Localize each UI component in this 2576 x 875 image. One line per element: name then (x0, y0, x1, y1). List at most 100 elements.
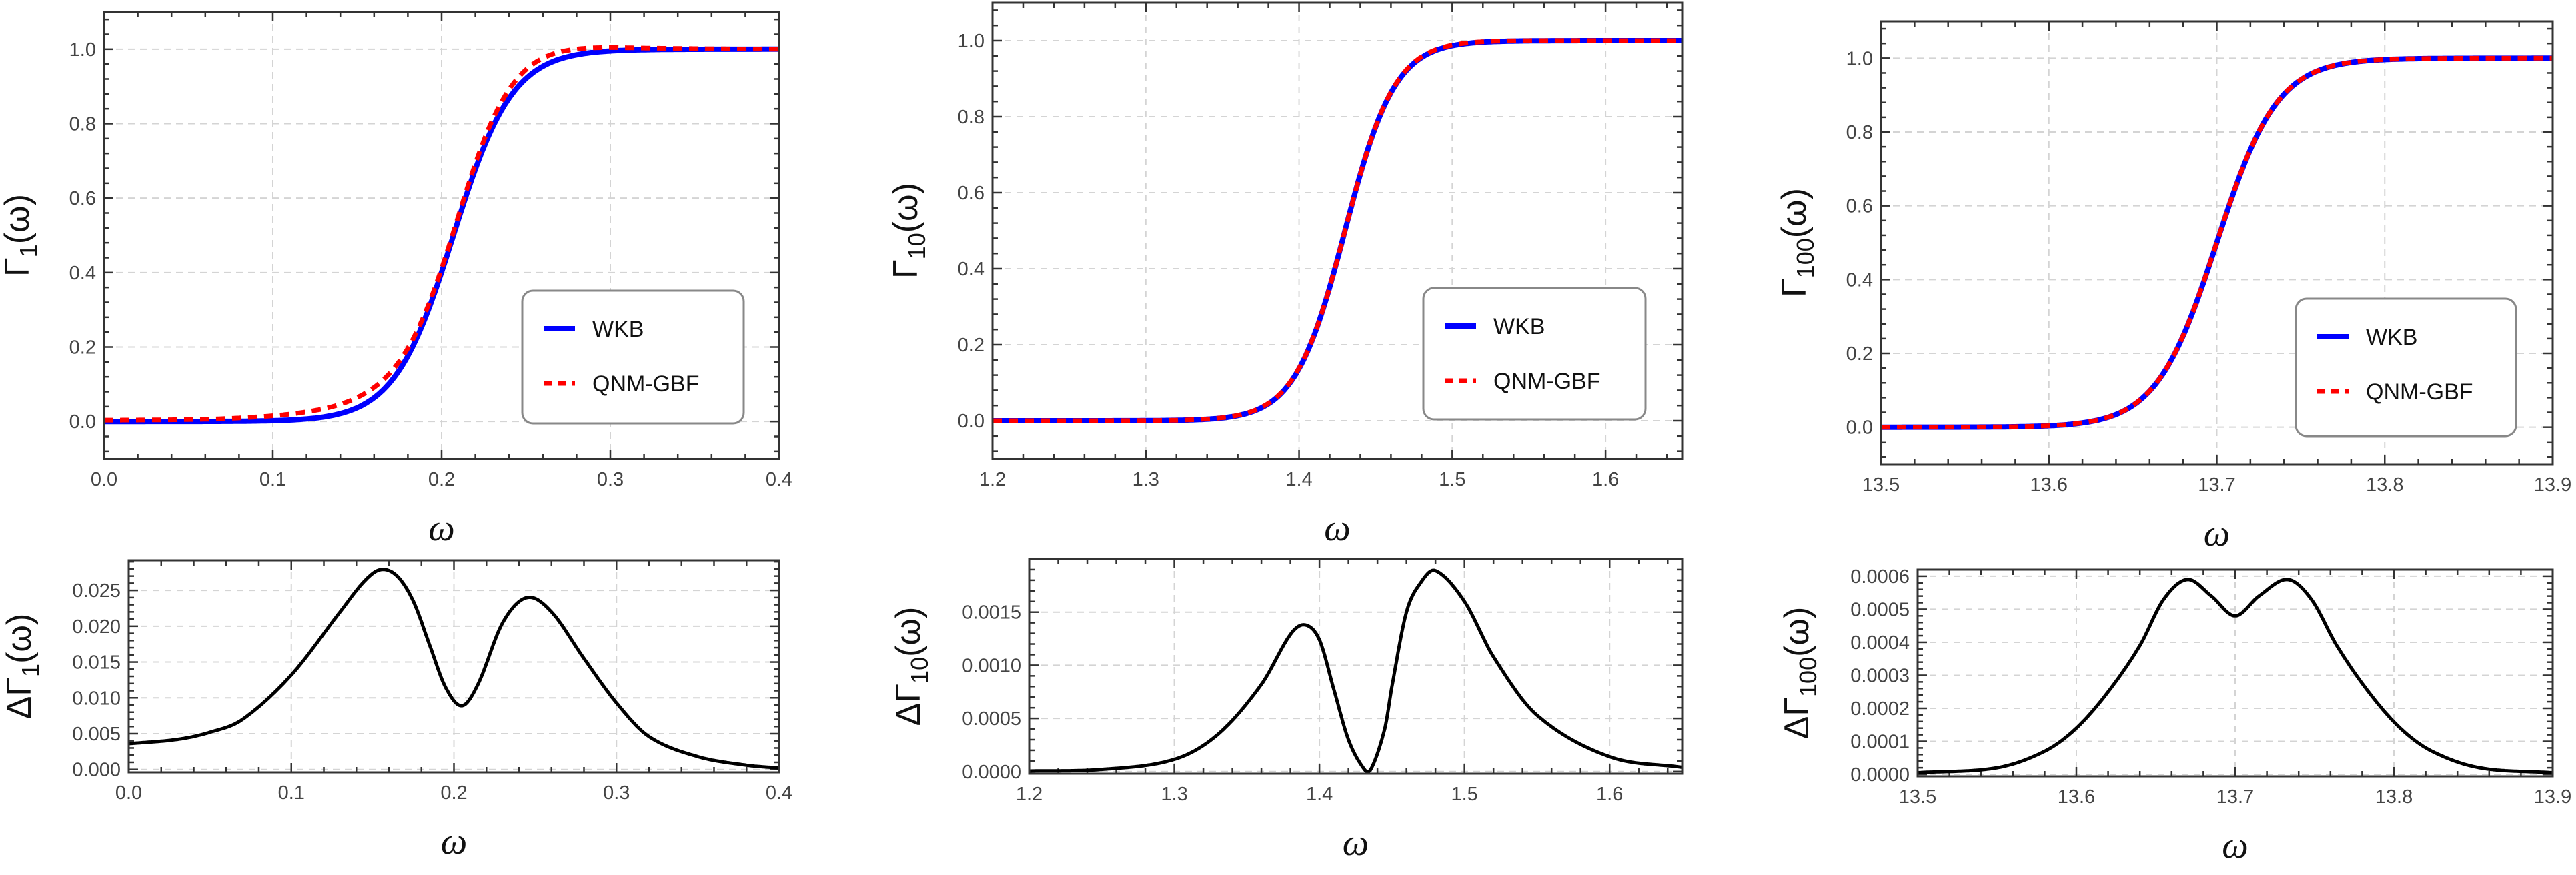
legend-label: WKB (1493, 314, 1545, 339)
y-axis-label: ΔΓ100(ω) (1778, 607, 1822, 740)
plot-frame (1916, 568, 2554, 778)
y-tick-label: 0.2 (958, 335, 985, 356)
y-tick-label: 0.6 (69, 188, 96, 209)
y-label-argument: (ω) (0, 194, 37, 244)
y-label-argument: (ω) (0, 614, 39, 664)
y-tick-label: 0.8 (958, 107, 985, 128)
y-label-argument: (ω) (889, 607, 928, 657)
x-tick-label: 0.3 (597, 469, 624, 490)
y-tick-label: 0.0 (1846, 417, 1873, 439)
x-tick-label: 13.7 (2216, 786, 2254, 808)
x-axis-label: ω (2204, 513, 2230, 554)
y-tick-label: 0.0015 (962, 602, 1021, 624)
y-label-main: Γ (0, 257, 37, 277)
x-tick-label: 1.3 (1161, 784, 1187, 805)
legend: WKB QNM-GBF (2295, 297, 2517, 437)
y-label-argument: (ω) (886, 183, 925, 233)
series-line-qnm-gbf (993, 38, 1682, 423)
panel-gamma-10: 1.2 1.3 1.4 1.5 1.6 0.0 0.2 0.4 0.6 0.8 1.0 ω Γ10(ω)… (886, 1, 1684, 549)
plot-frame (127, 559, 780, 774)
y-label-subscript: 10 (903, 233, 930, 259)
legend-label: QNM-GBF (592, 371, 700, 397)
y-tick-label: 0.0001 (1850, 732, 1910, 753)
panel-gamma-1: 0.0 0.1 0.2 0.3 0.4 0.0 0.2 0.4 0.6 0.8 1.0 ω Γ1(ω) W… (0, 11, 792, 549)
panel-delta-10: 1.2 1.3 1.4 1.5 1.6 0.0000 0.0005 0.0010 0.0015 ω… (889, 558, 1684, 864)
y-tick-label: 0.0004 (1850, 632, 1910, 654)
y-axis-label: Γ1(ω) (0, 194, 42, 277)
legend: WKB QNM-GBF (1422, 287, 1647, 421)
x-tick-label: 13.9 (2534, 474, 2571, 496)
y-tick-label: 0.000 (72, 760, 121, 781)
y-axis-label: ΔΓ1(ω) (0, 614, 44, 720)
x-tick-label: 13.6 (2058, 786, 2095, 808)
x-axis-label: ω (428, 508, 455, 549)
y-label-prefix: Δ (1778, 716, 1816, 740)
y-label-subscript: 1 (15, 244, 42, 257)
y-tick-label: 0.0 (958, 411, 985, 432)
legend-label: QNM-GBF (1493, 369, 1601, 394)
legend-label: QNM-GBF (2366, 379, 2473, 405)
series-line--1 (129, 568, 779, 770)
y-tick-label: 0.0006 (1850, 566, 1910, 588)
y-tick-label: 0.0005 (1850, 599, 1910, 620)
x-axis-label: ω (1324, 508, 1351, 549)
plot-frame (991, 1, 1684, 460)
y-label-main: Γ (0, 677, 39, 696)
x-tick-label: 0.4 (766, 469, 792, 490)
x-tick-label: 13.5 (1899, 786, 1936, 808)
legend-label: WKB (592, 317, 644, 342)
legend-box (1422, 287, 1647, 421)
x-tick-label: 1.5 (1451, 784, 1478, 805)
y-label-argument: (ω) (1775, 188, 1814, 238)
y-tick-label: 0.6 (1846, 196, 1873, 217)
y-label-main: Γ (1778, 697, 1816, 716)
y-tick-label: 1.0 (69, 39, 96, 61)
x-tick-label: 1.2 (979, 469, 1006, 490)
plot-frame (103, 11, 780, 460)
y-axis-label: ΔΓ10(ω) (889, 607, 933, 726)
x-axis-label: ω (2222, 825, 2248, 866)
x-tick-label: 0.1 (278, 782, 305, 804)
panel-delta-100: 13.5 13.6 13.7 13.8 13.9 0.0000 0.0001 0.0002 0.… (1778, 566, 2571, 866)
x-tick-label: 1.2 (1016, 784, 1043, 805)
x-tick-label: 1.6 (1592, 469, 1619, 490)
legend: WKB QNM-GBF (521, 289, 745, 425)
y-tick-label: 0.020 (72, 616, 121, 638)
y-tick-label: 0.2 (69, 337, 96, 359)
y-tick-label: 1.0 (1846, 48, 1873, 69)
y-tick-label: 0.4 (69, 263, 96, 284)
y-label-prefix: Δ (0, 696, 39, 720)
x-tick-label: 13.5 (1862, 474, 1900, 496)
legend-label: WKB (2366, 325, 2417, 350)
x-tick-label: 1.6 (1596, 784, 1623, 805)
y-tick-label: 0.0010 (962, 655, 1021, 676)
x-tick-label: 13.7 (2198, 474, 2235, 496)
plot-frame (1880, 20, 2554, 466)
y-tick-label: 0.015 (72, 652, 121, 674)
x-tick-label: 0.0 (115, 782, 142, 804)
x-tick-label: 0.4 (766, 782, 792, 804)
y-label-subscript: 100 (1792, 238, 1819, 278)
y-tick-label: 0.025 (72, 580, 121, 602)
y-tick-label: 0.6 (958, 183, 985, 204)
x-tick-label: 1.4 (1306, 784, 1333, 805)
plot-frame (1028, 558, 1684, 775)
y-label-main: Γ (889, 684, 928, 703)
y-tick-label: 0.8 (69, 114, 96, 135)
x-tick-label: 0.0 (91, 469, 117, 490)
y-tick-label: 0.8 (1846, 122, 1873, 143)
y-label-subscript: 100 (1794, 657, 1822, 697)
panel-delta-1: 0.0 0.1 0.2 0.3 0.4 0.000 0.005 0.010 0.015 0.020… (0, 559, 792, 862)
x-tick-label: 0.2 (428, 469, 455, 490)
x-tick-label: 13.8 (2375, 786, 2413, 808)
y-tick-label: 0.4 (1846, 269, 1873, 291)
x-tick-label: 0.1 (259, 469, 286, 490)
y-tick-label: 0.4 (958, 259, 985, 280)
y-label-argument: (ω) (1778, 607, 1816, 657)
y-tick-label: 0.0003 (1850, 665, 1910, 686)
legend-box (521, 289, 745, 425)
x-tick-label: 13.6 (2030, 474, 2068, 496)
series-line--10 (1029, 568, 1682, 774)
x-tick-label: 1.5 (1439, 469, 1465, 490)
